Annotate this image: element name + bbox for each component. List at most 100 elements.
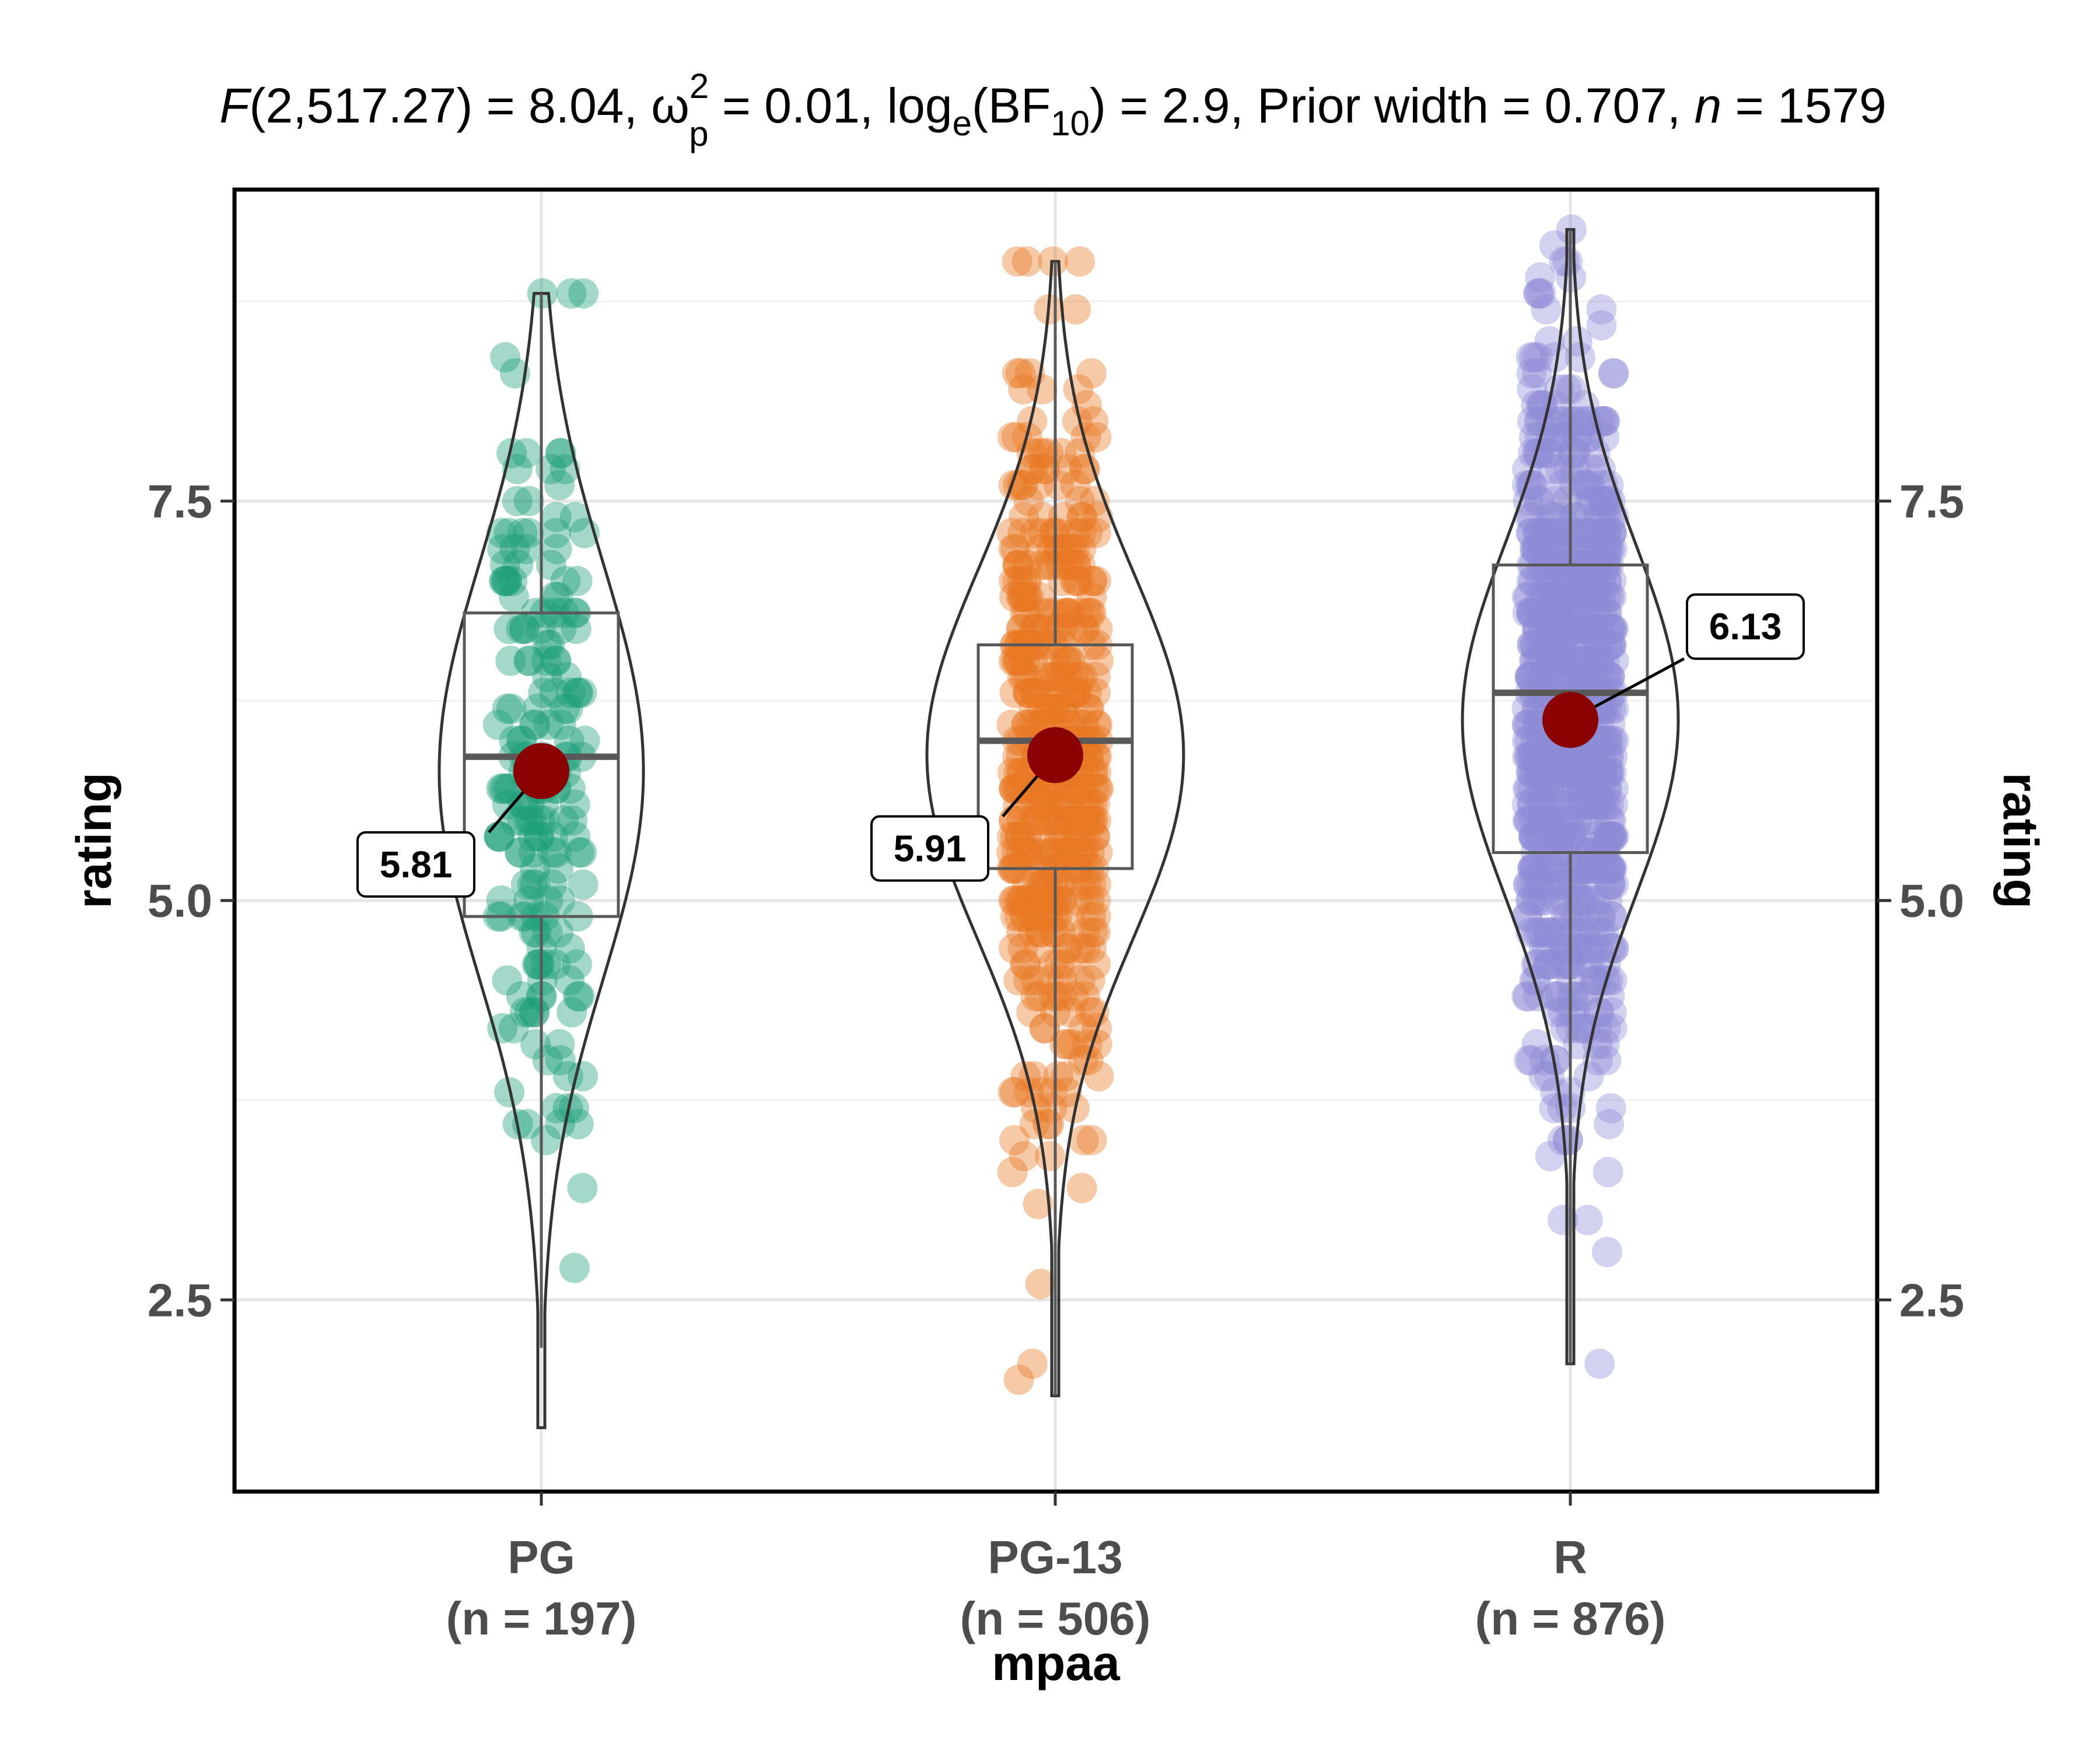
y-axis-title-right: rating bbox=[1993, 772, 2048, 908]
y-tick-label-right: 7.5 bbox=[1899, 475, 1964, 527]
data-point bbox=[1051, 789, 1082, 820]
data-point bbox=[1576, 789, 1607, 820]
data-point bbox=[1527, 805, 1558, 836]
data-point bbox=[1003, 885, 1034, 916]
data-point bbox=[1590, 502, 1621, 533]
data-point bbox=[555, 677, 586, 708]
data-point bbox=[1052, 933, 1083, 964]
data-point bbox=[1530, 565, 1561, 596]
data-point bbox=[1519, 534, 1550, 565]
data-point bbox=[1556, 741, 1587, 772]
data-point bbox=[1052, 1029, 1083, 1060]
data-point bbox=[564, 981, 595, 1012]
x-axis-title: mpaa bbox=[992, 1636, 1121, 1690]
data-point bbox=[1539, 230, 1570, 261]
data-point bbox=[1051, 1060, 1082, 1091]
data-point bbox=[513, 885, 544, 916]
data-point bbox=[1589, 517, 1620, 548]
data-point bbox=[1068, 805, 1099, 836]
data-point bbox=[1562, 645, 1593, 676]
data-point bbox=[1030, 885, 1061, 916]
data-point bbox=[1511, 725, 1542, 756]
data-point bbox=[1574, 757, 1605, 788]
data-point bbox=[1567, 662, 1598, 692]
data-point bbox=[999, 677, 1030, 708]
data-point bbox=[1573, 517, 1604, 548]
data-point bbox=[1050, 645, 1081, 676]
data-point bbox=[998, 1077, 1028, 1108]
data-point bbox=[1516, 565, 1547, 596]
data-point bbox=[1003, 757, 1034, 788]
data-point bbox=[545, 438, 576, 468]
data-point bbox=[1577, 757, 1608, 788]
data-point bbox=[1576, 853, 1607, 884]
data-point bbox=[1070, 614, 1101, 645]
data-point bbox=[1524, 741, 1555, 772]
data-point bbox=[1518, 805, 1549, 836]
data-point bbox=[1010, 837, 1041, 868]
data-point bbox=[1582, 597, 1613, 628]
data-point bbox=[1018, 917, 1049, 948]
data-point bbox=[1553, 582, 1584, 612]
data-point bbox=[1025, 981, 1056, 1012]
data-point bbox=[1576, 597, 1606, 628]
data-point bbox=[1039, 694, 1070, 724]
data-point bbox=[1549, 885, 1580, 916]
data-point bbox=[1055, 997, 1086, 1028]
data-point bbox=[1521, 757, 1552, 788]
mean-point-r bbox=[1542, 692, 1598, 748]
data-point bbox=[1553, 741, 1584, 772]
data-point bbox=[1529, 597, 1560, 628]
data-point bbox=[1583, 614, 1614, 645]
data-point bbox=[1013, 486, 1044, 517]
data-point bbox=[1043, 470, 1074, 501]
data-point bbox=[1524, 582, 1555, 612]
mean-label-box bbox=[1686, 593, 1805, 660]
data-point bbox=[1561, 597, 1592, 628]
data-point bbox=[1019, 901, 1050, 932]
data-point bbox=[1019, 614, 1050, 645]
data-point bbox=[1020, 805, 1051, 836]
data-point bbox=[514, 997, 545, 1028]
data-point bbox=[1570, 757, 1601, 788]
data-point bbox=[1083, 502, 1114, 533]
data-point bbox=[1516, 757, 1546, 788]
box-r bbox=[1492, 564, 1649, 855]
data-point bbox=[505, 837, 536, 868]
data-point bbox=[1591, 662, 1622, 692]
data-point bbox=[1545, 741, 1576, 772]
data-point bbox=[1569, 741, 1600, 772]
violins-layer bbox=[438, 228, 1680, 1429]
data-point bbox=[1010, 582, 1041, 612]
data-point bbox=[1028, 438, 1059, 468]
data-point bbox=[1070, 821, 1101, 852]
data-point bbox=[1595, 709, 1626, 740]
data-point bbox=[1558, 502, 1589, 533]
data-point bbox=[1520, 853, 1551, 884]
data-point bbox=[1515, 885, 1546, 916]
data-point bbox=[1070, 422, 1101, 453]
data-point bbox=[1551, 821, 1582, 852]
data-point bbox=[1013, 662, 1044, 692]
data-point bbox=[1590, 725, 1620, 756]
data-point bbox=[1536, 645, 1567, 676]
data-point bbox=[999, 565, 1030, 596]
data-point bbox=[1013, 582, 1044, 612]
data-point bbox=[1598, 614, 1629, 645]
data-point bbox=[1522, 342, 1553, 373]
data-point bbox=[1061, 565, 1092, 596]
means-layer: 5.81 5.91 6.13 bbox=[356, 593, 1805, 898]
data-point bbox=[1564, 517, 1595, 548]
data-point bbox=[1543, 629, 1574, 660]
data-point bbox=[1545, 534, 1576, 565]
data-point bbox=[1522, 534, 1553, 565]
data-point bbox=[544, 1109, 575, 1140]
data-point bbox=[1511, 694, 1542, 724]
data-point bbox=[1572, 789, 1602, 820]
data-point bbox=[1561, 614, 1592, 645]
data-point bbox=[1584, 534, 1615, 565]
data-point bbox=[1542, 582, 1573, 612]
data-point bbox=[1037, 1093, 1068, 1124]
data-point bbox=[1058, 662, 1089, 692]
data-point bbox=[499, 534, 530, 565]
